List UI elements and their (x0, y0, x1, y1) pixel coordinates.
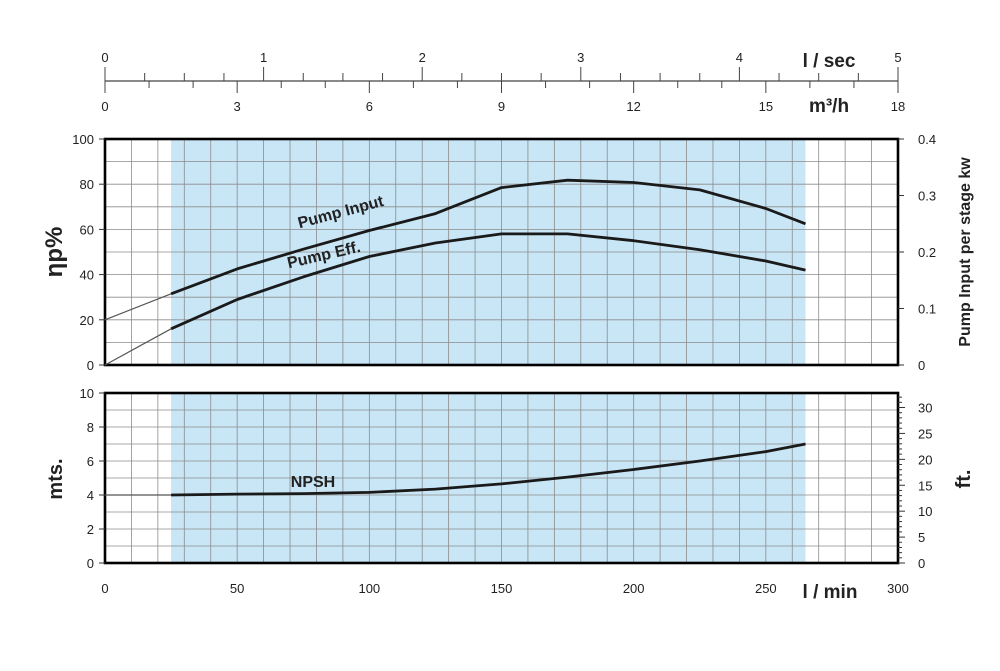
lower_chart-y-left-tick-label: 0 (87, 556, 94, 571)
x-tick-label: 50 (230, 581, 244, 596)
npsh-label: NPSH (291, 474, 335, 491)
lower_chart-y-left-tick-label: 6 (87, 454, 94, 469)
lower-y-right-tick-label: 25 (918, 426, 932, 441)
lower-y-right-tick-label: 5 (918, 530, 925, 545)
lower-y-right-tick-label: 0 (918, 556, 925, 571)
upper-series-0-extension (105, 294, 171, 320)
lower-y-right-title: ft. (953, 470, 975, 489)
upper-y-left-title: ηp% (41, 227, 68, 278)
lsec-tick-label: 2 (419, 50, 426, 65)
x-axis-label: l / min (803, 582, 858, 603)
m3h-tick-label: 15 (759, 99, 773, 114)
lsec-unit-label: l / sec (803, 51, 856, 72)
m3h-tick-label: 0 (101, 99, 108, 114)
m3h-tick-label: 18 (891, 99, 905, 114)
m3h-tick-label: 9 (498, 99, 505, 114)
upper-y-right-tick-label: 0.3 (918, 189, 936, 204)
x-tick-label: 300 (887, 581, 909, 596)
lower-y-left-title: mts. (45, 458, 67, 499)
x-tick-label: 150 (491, 581, 513, 596)
m3h-tick-label: 12 (626, 99, 640, 114)
lower_chart-y-left-tick-label: 2 (87, 522, 94, 537)
m3h-tick-label: 3 (234, 99, 241, 114)
upper-y-right-tick-label: 0 (918, 358, 925, 373)
upper-y-right-title: Pump Input per stage kw (957, 157, 974, 347)
lower-y-right-tick-label: 20 (918, 452, 932, 467)
x-tick-label: 0 (101, 581, 108, 596)
upper_chart-y-left-tick-label: 40 (80, 268, 94, 283)
lsec-tick-label: 4 (736, 50, 743, 65)
lsec-tick-label: 5 (894, 50, 901, 65)
upper_chart-y-left-tick-label: 60 (80, 222, 94, 237)
upper-series-1-extension (105, 329, 171, 365)
lsec-tick-label: 0 (101, 50, 108, 65)
lower-y-right-tick-label: 30 (918, 401, 932, 416)
x-tick-label: 250 (755, 581, 777, 596)
x-tick-label: 200 (623, 581, 645, 596)
lower_chart-y-left-tick-label: 10 (80, 386, 94, 401)
lower-y-right-tick-label: 10 (918, 504, 932, 519)
lower_chart-y-left-tick-label: 4 (87, 488, 94, 503)
lower_chart-y-left-tick-label: 8 (87, 420, 94, 435)
upper-y-right-tick-label: 0.1 (918, 302, 936, 317)
upper_chart-y-left-tick-label: 80 (80, 177, 94, 192)
m3h-unit-label: m³/h (809, 96, 849, 117)
upper_chart-y-left-tick-label: 100 (72, 132, 94, 147)
lsec-tick-label: 1 (260, 50, 267, 65)
upper_chart-y-left-tick-label: 0 (87, 358, 94, 373)
upper-y-right-tick-label: 0.4 (918, 132, 936, 147)
upper-y-right-tick-label: 0.2 (918, 245, 936, 260)
lower-y-right-tick-label: 15 (918, 478, 932, 493)
lsec-tick-label: 3 (577, 50, 584, 65)
upper_chart-y-left-tick-label: 20 (80, 313, 94, 328)
m3h-tick-label: 6 (366, 99, 373, 114)
x-tick-label: 100 (358, 581, 380, 596)
